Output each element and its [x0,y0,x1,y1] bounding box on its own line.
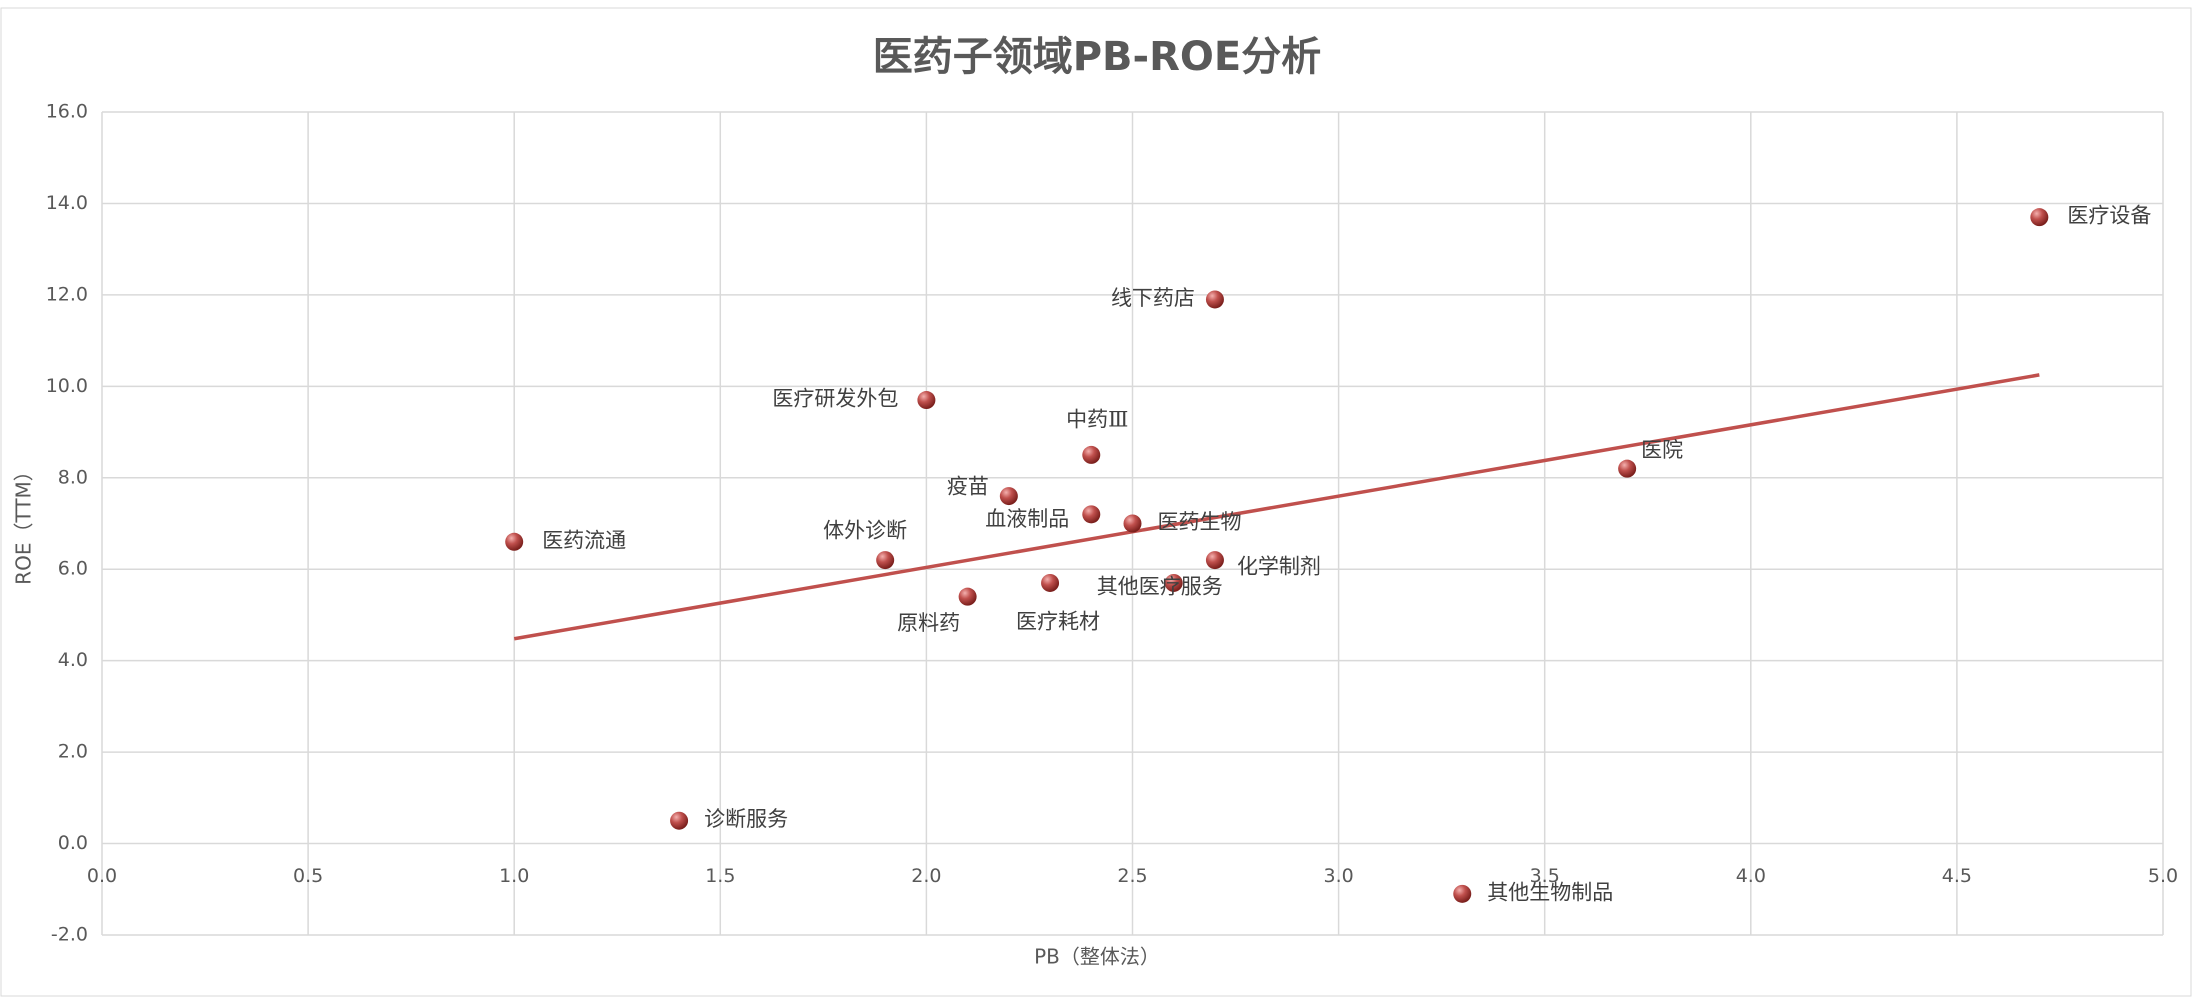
point [1041,573,1060,592]
point [505,532,524,551]
y-tick-label: 16.0 [46,101,88,123]
point-label: 其他生物制品 [1487,880,1613,904]
y-tick-label: -2.0 [51,924,88,946]
point [1205,290,1224,309]
point [917,391,936,410]
point-label: 医疗设备 [2067,204,2151,228]
y-tick-label: 2.0 [58,741,88,763]
x-tick-label: 4.0 [1736,865,1766,887]
point-label: 其他医疗服务 [1097,574,1223,598]
chart-title: 医药子领域PB-ROE分析 [873,34,1322,80]
point-label: 医药生物 [1158,510,1242,534]
point-label: 中药Ⅲ [1066,407,1128,431]
y-tick-label: 8.0 [58,466,88,488]
x-tick-label: 2.0 [911,865,941,887]
point-label: 医疗研发外包 [772,387,898,411]
point-label: 疫苗 [947,475,989,499]
y-tick-label: 6.0 [58,558,88,580]
x-tick-label: 2.5 [1117,865,1147,887]
point [1123,514,1142,533]
x-axis-label: PB（整体法） [1034,945,1160,969]
x-tick-label: 4.5 [1942,865,1972,887]
point-label: 化学制剂 [1237,555,1321,579]
point-label: 医药流通 [542,528,626,552]
x-tick-label: 3.5 [1530,865,1560,887]
point [1205,551,1224,570]
point [2030,208,2049,227]
x-tick-label: 5.0 [2148,865,2178,887]
y-tick-label: 12.0 [46,283,88,305]
point-label: 体外诊断 [823,519,907,543]
point [1453,884,1472,903]
point-label: 原料药 [897,611,960,635]
point [1164,573,1183,592]
y-tick-label: 14.0 [46,192,88,214]
point [999,487,1018,506]
point [670,811,689,830]
point [958,587,977,606]
x-tick-label: 1.0 [499,865,529,887]
point [876,551,895,570]
x-tick-label: 0.0 [87,865,117,887]
chart-border [0,7,2192,997]
trendline [513,373,2040,641]
point [1618,459,1637,478]
point-label: 线下药店 [1111,286,1195,310]
point-label: 医疗耗材 [1016,609,1100,633]
x-tick-label: 3.0 [1323,865,1353,887]
point-label: 血液制品 [985,507,1069,531]
x-tick-label: 0.5 [293,865,323,887]
y-tick-label: 4.0 [58,649,88,671]
x-tick-label: 1.5 [705,865,735,887]
point [1082,445,1101,464]
point-label: 医院 [1641,438,1683,462]
y-axis-label: ROE（TTM） [12,461,36,585]
point-label: 诊断服务 [704,807,788,831]
y-tick-label: 10.0 [46,375,88,397]
y-tick-label: 0.0 [58,832,88,854]
point [1082,505,1101,524]
